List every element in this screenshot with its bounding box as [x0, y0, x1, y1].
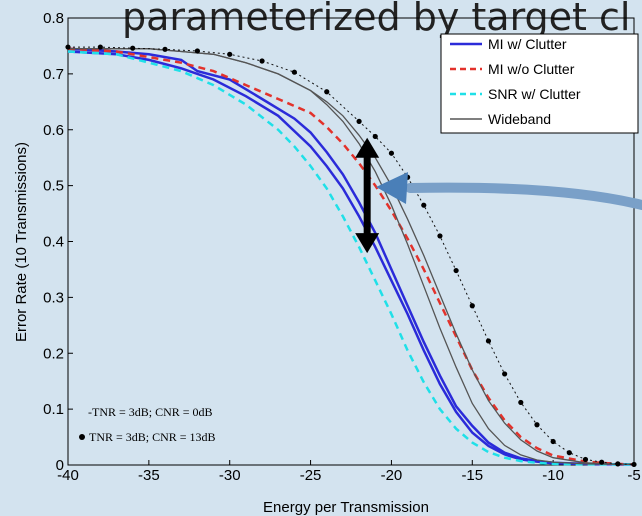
series-point-tnr-3db-cnr-13db: [437, 233, 443, 239]
x-tick-label: -15: [461, 467, 483, 484]
y-tick-label: 0.7: [43, 66, 64, 83]
series-point-tnr-3db-cnr-13db: [324, 89, 330, 95]
series-point-tnr-3db-cnr-13db: [259, 58, 265, 64]
series-point-tnr-3db-cnr-13db: [550, 438, 556, 445]
annotation-cnr-0db: -TNR = 3dB; CNR = 0dB: [88, 405, 213, 419]
series-point-tnr-3db-cnr-13db: [372, 133, 378, 140]
series-point-tnr-3db-cnr-13db: [631, 461, 637, 468]
x-tick-label: -40: [57, 467, 79, 484]
series-point-tnr-3db-cnr-13db: [130, 45, 136, 51]
legend-label-wideband: Wideband: [488, 111, 551, 127]
series-line-tnr-3db-cnr-13db: [68, 46, 635, 465]
y-tick-label: 0: [56, 457, 64, 474]
legend-label-mi-clutter: MI w/ Clutter: [488, 36, 567, 52]
gap-arrow-head-top: [355, 137, 380, 158]
series-point-tnr-3db-cnr-13db: [582, 456, 589, 463]
x-tick-label: -30: [219, 467, 241, 484]
y-tick-label: 0.5: [43, 178, 64, 195]
callout-arrow: [376, 172, 642, 210]
series-point-tnr-3db-cnr-13db: [291, 69, 297, 75]
y-axis-label: Error Rate (10 Transmissions): [13, 142, 30, 342]
tick-labels: -40 -35 -30 -25 -20 -15 -10 -5 0 0.1 0.2 0.3 0.4 0.5 0…: [43, 10, 641, 484]
series-point-tnr-3db-cnr-13db: [518, 399, 524, 406]
y-tick-label: 0.6: [43, 122, 64, 139]
annotation-cnr-13db: TNR = 3dB; CNR = 13dB: [89, 430, 216, 444]
callout-arrow-head: [376, 172, 408, 204]
gap-arrow-head-bottom: [355, 233, 380, 254]
series-point-tnr-3db-cnr-13db: [421, 202, 427, 208]
series-point-tnr-3db-cnr-13db: [469, 303, 475, 309]
x-tick-label: -35: [138, 467, 160, 484]
legend-box: [440, 33, 639, 134]
series-point-tnr-3db-cnr-13db: [453, 267, 459, 274]
y-tick-label: 0.2: [43, 345, 64, 362]
series-point-tnr-3db-cnr-13db: [534, 422, 540, 428]
x-tick-label: -20: [381, 467, 403, 484]
x-axis-label: Energy per Transmission: [263, 499, 429, 516]
annotation-marker-icon: [79, 434, 85, 440]
y-tick-label: 0.4: [43, 234, 64, 251]
gap-arrow: [355, 137, 380, 254]
series-point-tnr-3db-cnr-13db: [356, 118, 362, 124]
legend-label-mi-no-clutter: MI w/o Clutter: [488, 61, 575, 77]
callout-arrow-shaft: [405, 182, 642, 210]
x-tick-label: -25: [300, 467, 322, 484]
series-point-tnr-3db-cnr-13db: [388, 150, 395, 156]
series-point-tnr-3db-cnr-13db: [599, 459, 605, 465]
series-line-snr-w-clutter: [67, 50, 634, 466]
series-point-tnr-3db-cnr-13db: [566, 450, 572, 456]
series-point-tnr-3db-cnr-13db: [194, 48, 200, 54]
y-tick-label: 0.3: [43, 289, 64, 306]
series-line-wideband: [68, 48, 634, 466]
series-line-mi-w-clutter: [67, 50, 634, 466]
legend-label-snr-clutter: SNR w/ Clutter: [488, 86, 581, 102]
legend: MI w/ Clutter MI w/o Clutter SNR w/ Clut…: [440, 33, 639, 134]
series-point-tnr-3db-cnr-13db: [65, 44, 71, 50]
series-point-tnr-3db-cnr-13db: [162, 46, 168, 52]
x-tick-label: -10: [542, 467, 564, 484]
chart-title-fragment: parameterized by target cl: [122, 0, 630, 39]
series-point-tnr-3db-cnr-13db: [485, 338, 492, 344]
y-tick-label: 0.8: [43, 10, 64, 27]
series-point-tnr-3db-cnr-13db: [615, 461, 621, 467]
series-point-tnr-3db-cnr-13db: [227, 51, 233, 57]
y-tick-label: 0.1: [43, 401, 64, 418]
series-point-tnr-3db-cnr-13db: [97, 44, 103, 50]
series-point-tnr-3db-cnr-13db: [502, 371, 508, 377]
x-tick-label: -5: [627, 467, 640, 484]
